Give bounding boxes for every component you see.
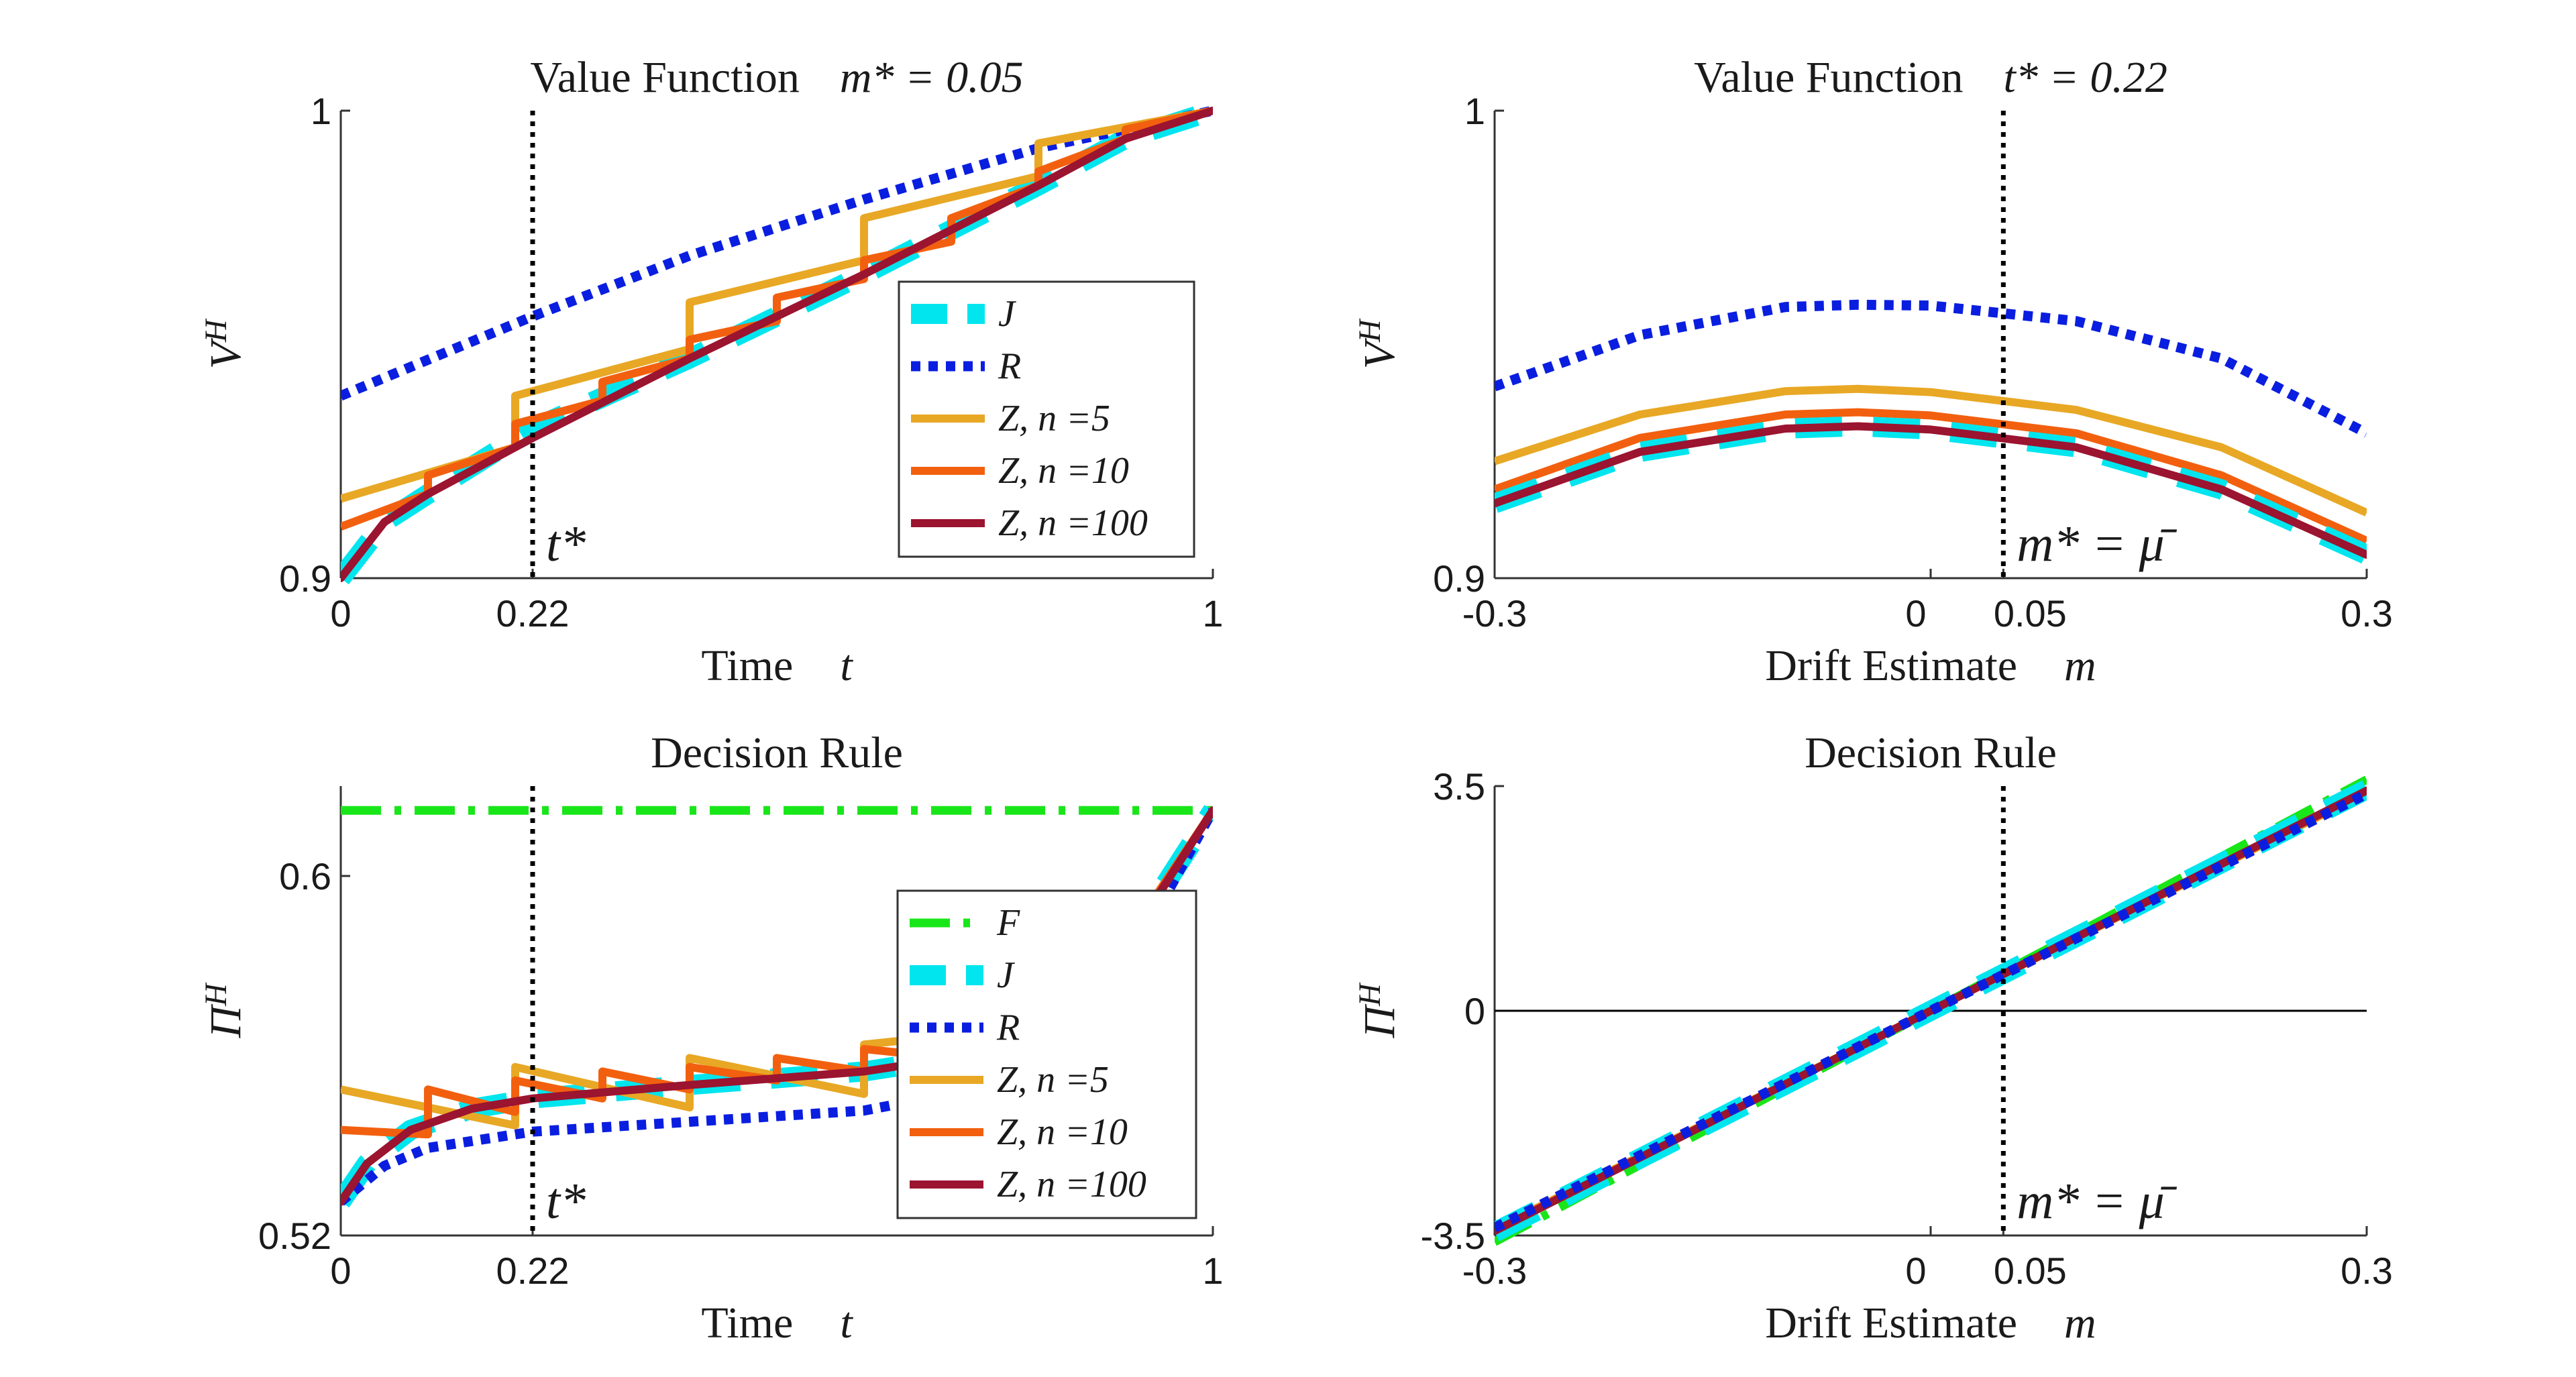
x-tick-label: 1	[1202, 592, 1223, 635]
panel_tl: Value Function m* = 0.05 0 0.22 1 0.9 1 Time t VH…	[199, 53, 1223, 690]
x-tick-label: 0.3	[2341, 592, 2393, 635]
series-line-r	[1495, 789, 2367, 1233]
chart-title: Value Function t* = 0.22	[1694, 53, 2167, 102]
x-axis-label: Drift Estimate m	[1765, 1299, 2096, 1347]
panel_br: Decision Rule -0.3 0 0.05 0.3 -3.5 0 3.5 Drift E…	[1352, 728, 2393, 1347]
y-axis-label: VH	[199, 318, 250, 369]
legend-entry: Z, n =5	[997, 1059, 1109, 1101]
series-group	[341, 101, 1213, 585]
x-tick-label: 1	[1202, 1250, 1223, 1292]
x-tick-label: -0.3	[1462, 1250, 1527, 1292]
legend-entry: R	[996, 1007, 1020, 1048]
legend-entry: Z, n =10	[998, 450, 1129, 492]
legend-entry: Z, n =100	[997, 1164, 1146, 1205]
series-group	[1495, 299, 2367, 564]
x-tick-label: 0	[1905, 1250, 1926, 1292]
series-line-z-n-10	[1495, 408, 2367, 545]
x-axis-label: Drift Estimate m	[1765, 641, 2096, 690]
series-line-z-n-5	[1495, 384, 2367, 516]
vline-label: m* = μ̄	[2017, 1173, 2177, 1229]
x-tick-label: 0	[330, 1250, 351, 1292]
series-group	[1495, 775, 2367, 1246]
vline-label: m* = μ̄	[2017, 516, 2177, 572]
legend-entry: Z, n =10	[997, 1111, 1128, 1153]
y-tick-label: 0.52	[258, 1215, 331, 1257]
y-axis-label: VH	[1352, 318, 1404, 369]
x-tick-label: 0.3	[2341, 1250, 2393, 1292]
vline-label: t*	[546, 1173, 586, 1229]
chart-title: Decision Rule	[651, 728, 903, 777]
x-axis-label: Time t	[701, 641, 853, 690]
y-tick-label: 3.5	[1433, 765, 1485, 808]
chart-title: Value Function m* = 0.05	[530, 53, 1023, 102]
y-tick-label: 0.9	[279, 557, 331, 600]
y-tick-label: 1	[311, 90, 331, 132]
legend-entry: J	[998, 293, 1017, 335]
y-axis-label: ΠH	[199, 982, 250, 1039]
x-tick-label: -0.3	[1462, 592, 1527, 635]
y-tick-label: 0.6	[279, 855, 331, 897]
legend: JR Z, n =5 Z, n =10 Z, n =100	[898, 280, 1195, 558]
vline-label: t*	[546, 516, 586, 572]
x-tick-label: 0	[1905, 592, 1926, 635]
legend-entry: Z, n =100	[998, 502, 1148, 544]
y-tick-label: 0.9	[1433, 557, 1485, 600]
y-axis-label: ΠH	[1352, 982, 1404, 1039]
legend-entry: J	[997, 954, 1016, 996]
chart-title: Decision Rule	[1805, 728, 2057, 777]
legend-entry: F	[996, 902, 1020, 944]
series-line-z-n-100	[341, 107, 1213, 582]
series-line-z-n-100	[1495, 422, 2367, 559]
panel_tr: Value Function t* = 0.22 -0.3 0 0.05 0.3 0.9 1 D…	[1352, 53, 2393, 690]
legend: FJR Z, n =5 Z, n =10 Z, n =100	[896, 889, 1197, 1219]
y-tick-label: -3.5	[1421, 1215, 1486, 1257]
x-tick-label: 0.05	[1994, 592, 2067, 635]
legend-entry: R	[998, 345, 1021, 387]
y-tick-label: 1	[1464, 90, 1485, 132]
series-line-r	[1495, 299, 2367, 438]
legend-entry: Z, n =5	[998, 398, 1110, 439]
x-tick-label: 0.22	[496, 1250, 570, 1292]
x-tick-label: 0.05	[1994, 1250, 2067, 1292]
y-tick-label: 0	[1464, 990, 1485, 1032]
x-tick-label: 0.22	[496, 592, 570, 635]
x-tick-label: 0	[330, 592, 351, 635]
panel_bl: Decision Rule 0 0.22 1 0.52 0.6 Time t ΠH t* FJR Z,…	[199, 728, 1223, 1347]
x-axis-label: Time t	[701, 1299, 853, 1347]
